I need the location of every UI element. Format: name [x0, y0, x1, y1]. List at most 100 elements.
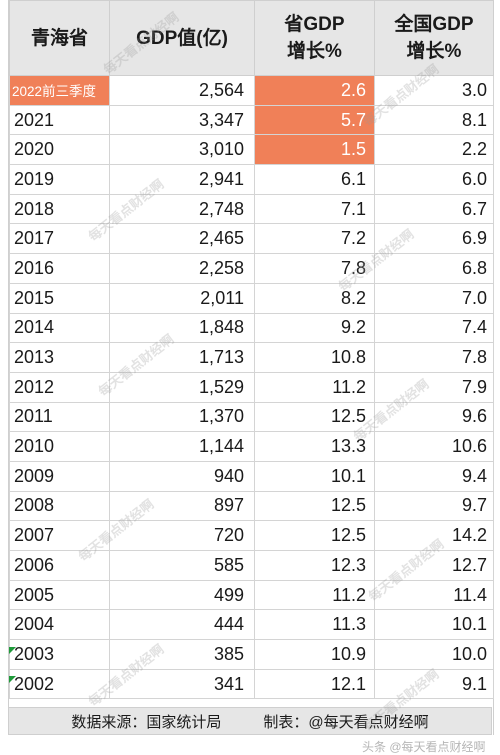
- province-growth-cell: 10.8: [254, 342, 375, 373]
- header-national-growth-line2: 增长%: [406, 41, 462, 62]
- province-growth-cell: 12.3: [254, 550, 375, 581]
- gdp-cell: 2,465: [109, 223, 255, 255]
- year-cell: 2019: [9, 164, 110, 195]
- year-cell: 2010: [9, 431, 110, 462]
- year-cell: 2014: [9, 312, 110, 344]
- national-growth-cell: 10.0: [374, 639, 494, 670]
- table-row: 2003 385 10.9 10.0: [9, 639, 494, 670]
- year-cell: 2012: [9, 371, 110, 403]
- national-growth-cell: 7.0: [374, 282, 494, 314]
- header-national-growth: 全国GDP 增长%: [374, 0, 494, 76]
- gdp-cell: 2,748: [109, 193, 255, 225]
- table-row: 2015 2,011 8.2 7.0: [9, 282, 494, 314]
- gdp-cell: 3,010: [109, 134, 255, 166]
- table-row: 2017 2,465 7.2 6.9: [9, 223, 494, 255]
- province-growth-cell: 11.2: [254, 579, 375, 611]
- gdp-cell: 499: [109, 579, 255, 611]
- national-growth-cell: 10.1: [374, 609, 494, 641]
- national-growth-cell: 14.2: [374, 520, 494, 551]
- data-source-label: 数据来源：国家统计局: [71, 713, 222, 731]
- header-province: 青海省: [9, 0, 110, 76]
- national-growth-cell: 10.6: [374, 431, 494, 462]
- national-growth-cell: 12.7: [374, 550, 494, 581]
- year-cell: 2006: [9, 550, 110, 581]
- table-row: 2006 585 12.3 12.7: [9, 550, 494, 581]
- national-growth-cell: 11.4: [374, 579, 494, 611]
- province-growth-cell: 7.2: [254, 223, 375, 255]
- province-growth-cell: 12.1: [254, 668, 375, 700]
- table-row: 2005 499 11.2 11.4: [9, 579, 494, 611]
- header-gdp-value-label: GDP值(亿): [136, 27, 228, 49]
- year-cell: 2022前三季度: [9, 75, 110, 106]
- national-growth-cell: 7.8: [374, 342, 494, 373]
- header-province-growth-line1: 省GDP: [284, 14, 345, 35]
- gdp-cell: 2,564: [109, 75, 255, 106]
- table-header-row: 青海省 GDP值(亿) 省GDP 增长% 全国GDP 增长%: [9, 0, 494, 76]
- national-growth-cell: 2.2: [374, 134, 494, 166]
- table-footer: 数据来源：国家统计局 制表：@每天看点财经啊: [8, 707, 492, 735]
- header-province-growth-line2: 增长%: [287, 41, 342, 62]
- year-cell: 2009: [9, 460, 110, 492]
- gdp-cell: 2,258: [109, 253, 255, 284]
- year-cell: 2017: [9, 223, 110, 255]
- national-growth-cell: 9.4: [374, 460, 494, 492]
- table-row: 2022前三季度 2,564 2.6 3.0: [9, 75, 494, 106]
- table-row: 2007 720 12.5 14.2: [9, 520, 494, 551]
- header-national-growth-line1: 全国GDP: [394, 14, 474, 35]
- table-row: 2009 940 10.1 9.4: [9, 460, 494, 492]
- province-growth-cell: 12.5: [254, 520, 375, 551]
- gdp-cell: 385: [109, 639, 255, 670]
- header-gdp-value: GDP值(亿): [109, 0, 255, 76]
- gdp-cell: 585: [109, 550, 255, 581]
- gdp-cell: 720: [109, 520, 255, 551]
- national-growth-cell: 8.1: [374, 104, 494, 136]
- national-growth-cell: 7.9: [374, 371, 494, 403]
- year-cell: 2007: [9, 520, 110, 551]
- province-growth-cell: 10.9: [254, 639, 375, 670]
- table-row: 2002 341 12.1 9.1: [9, 668, 494, 700]
- province-growth-cell: 1.5: [254, 134, 375, 166]
- table-row: 2010 1,144 13.3 10.6: [9, 431, 494, 462]
- province-growth-cell: 8.2: [254, 282, 375, 314]
- year-cell: 2008: [9, 490, 110, 522]
- province-growth-cell: 13.3: [254, 431, 375, 462]
- gdp-cell: 341: [109, 668, 255, 700]
- province-growth-cell: 5.7: [254, 104, 375, 136]
- table-row: 2004 444 11.3 10.1: [9, 609, 494, 641]
- year-cell: 2003: [9, 639, 110, 670]
- gdp-cell: 1,713: [109, 342, 255, 373]
- national-growth-cell: 7.4: [374, 312, 494, 344]
- table-row: 2020 3,010 1.5 2.2: [9, 134, 494, 166]
- gdp-cell: 940: [109, 460, 255, 492]
- gdp-cell: 1,144: [109, 431, 255, 462]
- table-row: 2011 1,370 12.5 9.6: [9, 401, 494, 433]
- gdp-cell: 897: [109, 490, 255, 522]
- table-row: 2016 2,258 7.8 6.8: [9, 253, 494, 284]
- year-cell: 2018: [9, 193, 110, 225]
- year-cell: 2005: [9, 579, 110, 611]
- province-growth-cell: 6.1: [254, 164, 375, 195]
- province-growth-cell: 11.2: [254, 371, 375, 403]
- header-province-growth: 省GDP 增长%: [254, 0, 375, 76]
- year-cell: 2004: [9, 609, 110, 641]
- table-row: 2018 2,748 7.1 6.7: [9, 193, 494, 225]
- year-cell: 2015: [9, 282, 110, 314]
- province-growth-cell: 10.1: [254, 460, 375, 492]
- gdp-cell: 2,011: [109, 282, 255, 314]
- national-growth-cell: 6.9: [374, 223, 494, 255]
- province-growth-cell: 12.5: [254, 490, 375, 522]
- gdp-cell: 2,941: [109, 164, 255, 195]
- province-growth-cell: 2.6: [254, 75, 375, 106]
- table-row: 2013 1,713 10.8 7.8: [9, 342, 494, 373]
- national-growth-cell: 6.0: [374, 164, 494, 195]
- national-growth-cell: 9.7: [374, 490, 494, 522]
- table-row: 2008 897 12.5 9.7: [9, 490, 494, 522]
- table-row: 2021 3,347 5.7 8.1: [9, 104, 494, 136]
- gdp-cell: 1,529: [109, 371, 255, 403]
- header-province-label: 青海省: [30, 27, 88, 49]
- cell-corner-marker: [9, 676, 16, 683]
- bottom-watermark: 头条 @每天看点财经啊: [362, 740, 486, 754]
- gdp-cell: 444: [109, 609, 255, 641]
- table-row: 2019 2,941 6.1 6.0: [9, 164, 494, 195]
- year-cell: 2011: [9, 401, 110, 433]
